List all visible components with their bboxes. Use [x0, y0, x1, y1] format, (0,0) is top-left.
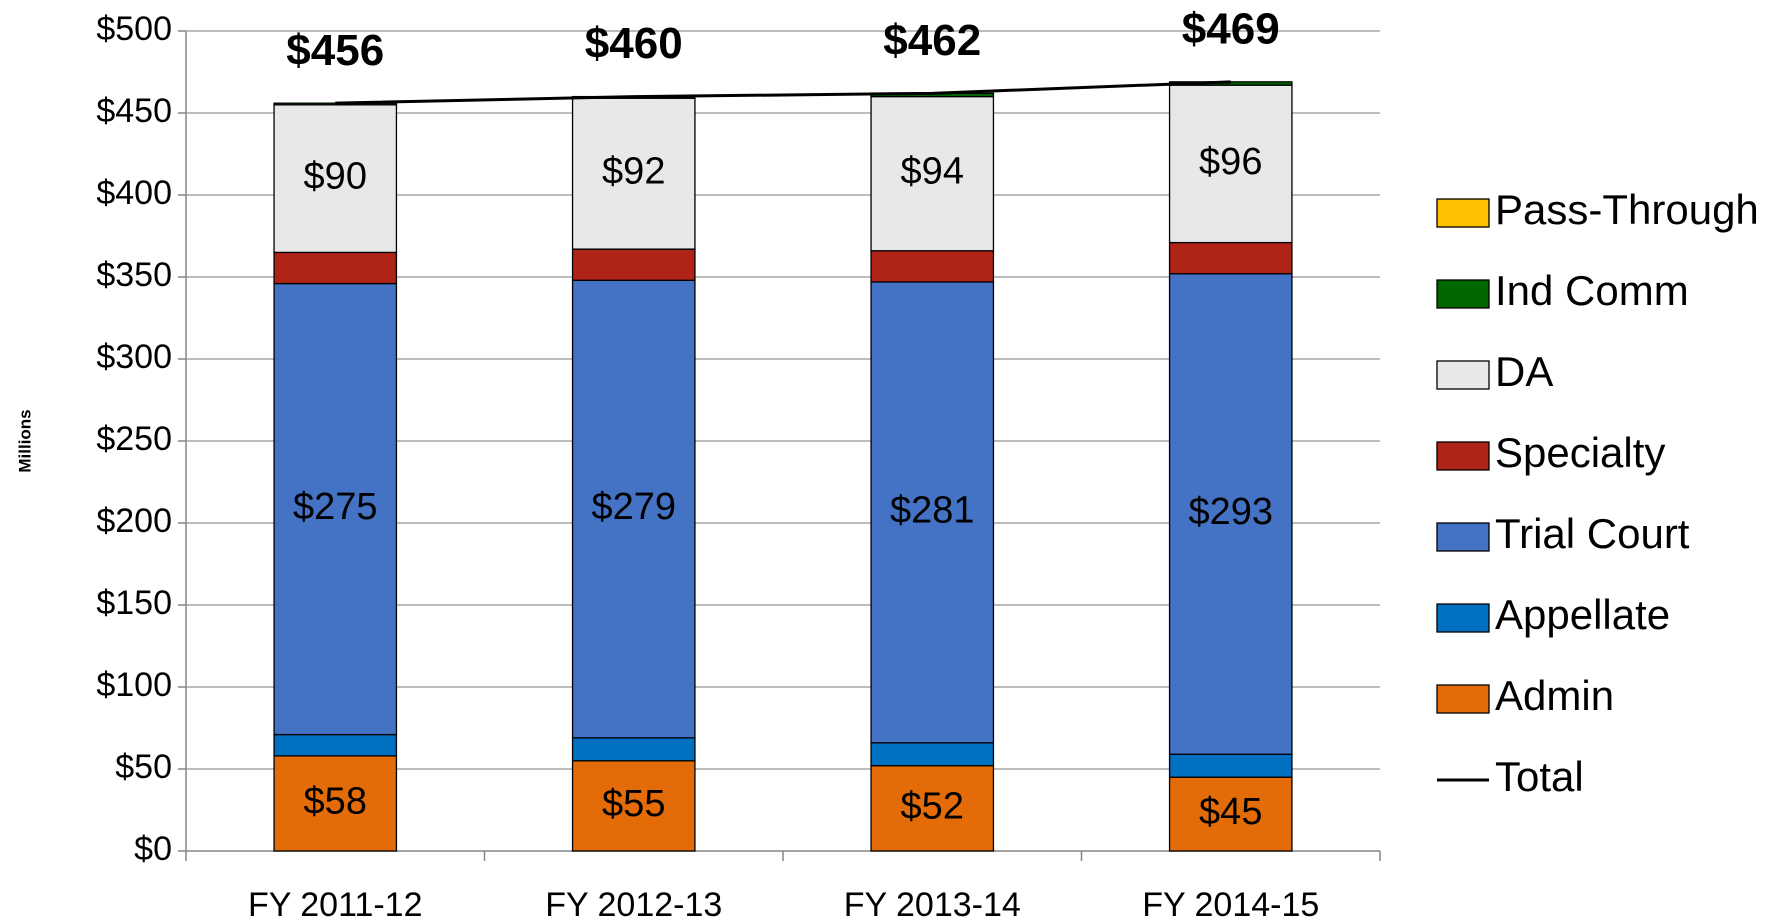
bar-segment — [273, 282, 398, 736]
data-label: $94 — [901, 151, 964, 193]
bar-segment — [273, 733, 398, 757]
legend-label: Total — [1495, 753, 1584, 800]
legend-label: Admin — [1495, 672, 1614, 719]
bar-segment — [1168, 753, 1293, 778]
bar-segment — [273, 755, 398, 852]
data-label: $96 — [1199, 141, 1262, 183]
y-tick-label: $250 — [96, 420, 172, 458]
y-tick-label: $350 — [96, 256, 172, 294]
bar-segment — [870, 742, 995, 767]
data-label: $281 — [890, 489, 975, 531]
total-label: $462 — [883, 16, 981, 65]
bar-segment — [1168, 273, 1293, 755]
y-tick-label: $0 — [134, 830, 172, 868]
legend-swatch — [1436, 198, 1490, 228]
bar-segment — [571, 97, 696, 250]
bar-segment — [273, 104, 398, 254]
y-tick-label: $150 — [96, 584, 172, 622]
x-tick-label: FY 2012-13 — [545, 886, 722, 918]
bar-segment — [571, 737, 696, 762]
bar-segment — [870, 765, 995, 852]
legend-swatch — [1436, 603, 1490, 633]
y-tick-label: $200 — [96, 502, 172, 540]
legend-swatch — [1436, 684, 1490, 714]
bar-segment — [1168, 776, 1293, 852]
y-tick-label: $400 — [96, 174, 172, 212]
bar-segment — [571, 279, 696, 739]
y-tick-label: $300 — [96, 338, 172, 376]
data-label: $92 — [602, 151, 665, 193]
bar-segment — [571, 760, 696, 852]
data-label: $58 — [304, 780, 367, 822]
data-label: $279 — [591, 486, 676, 528]
data-label: $90 — [304, 156, 367, 198]
bar-segment — [273, 251, 398, 285]
legend-label: Pass-Through — [1495, 186, 1759, 233]
y-tick-label: $450 — [96, 92, 172, 130]
legend-swatch — [1436, 360, 1490, 390]
bar-segment — [870, 250, 995, 283]
x-tick-label: FY 2011-12 — [248, 886, 423, 918]
data-label: $45 — [1199, 791, 1262, 833]
total-label: $456 — [286, 26, 384, 75]
y-tick-label: $100 — [96, 666, 172, 704]
x-tick-label: FY 2014-15 — [1142, 886, 1319, 918]
data-label: $293 — [1188, 491, 1273, 533]
x-tick-label: FY 2013-14 — [844, 886, 1021, 918]
bar-segment — [1168, 241, 1293, 275]
y-axis-title: Millions — [15, 409, 34, 472]
y-tick-label: $500 — [96, 10, 172, 48]
legend-swatch — [1436, 522, 1490, 552]
data-label: $55 — [602, 783, 665, 825]
bar-segment — [571, 248, 696, 281]
legend-swatch — [1436, 279, 1490, 309]
total-line — [335, 80, 1231, 105]
y-tick-label: $50 — [115, 748, 172, 786]
legend-label: Appellate — [1495, 591, 1670, 638]
legend-label: DA — [1495, 348, 1553, 395]
legend-label: Specialty — [1495, 429, 1665, 476]
total-label: $469 — [1182, 4, 1280, 53]
legend-label: Trial Court — [1495, 510, 1690, 557]
data-label: $52 — [901, 785, 964, 827]
total-label: $460 — [585, 19, 683, 68]
bar-segment — [1168, 84, 1293, 244]
legend-swatch — [1436, 441, 1490, 471]
legend-label: Ind Comm — [1495, 267, 1689, 314]
bar-segment — [870, 281, 995, 744]
data-label: $275 — [293, 486, 378, 528]
bar-segment — [870, 95, 995, 252]
